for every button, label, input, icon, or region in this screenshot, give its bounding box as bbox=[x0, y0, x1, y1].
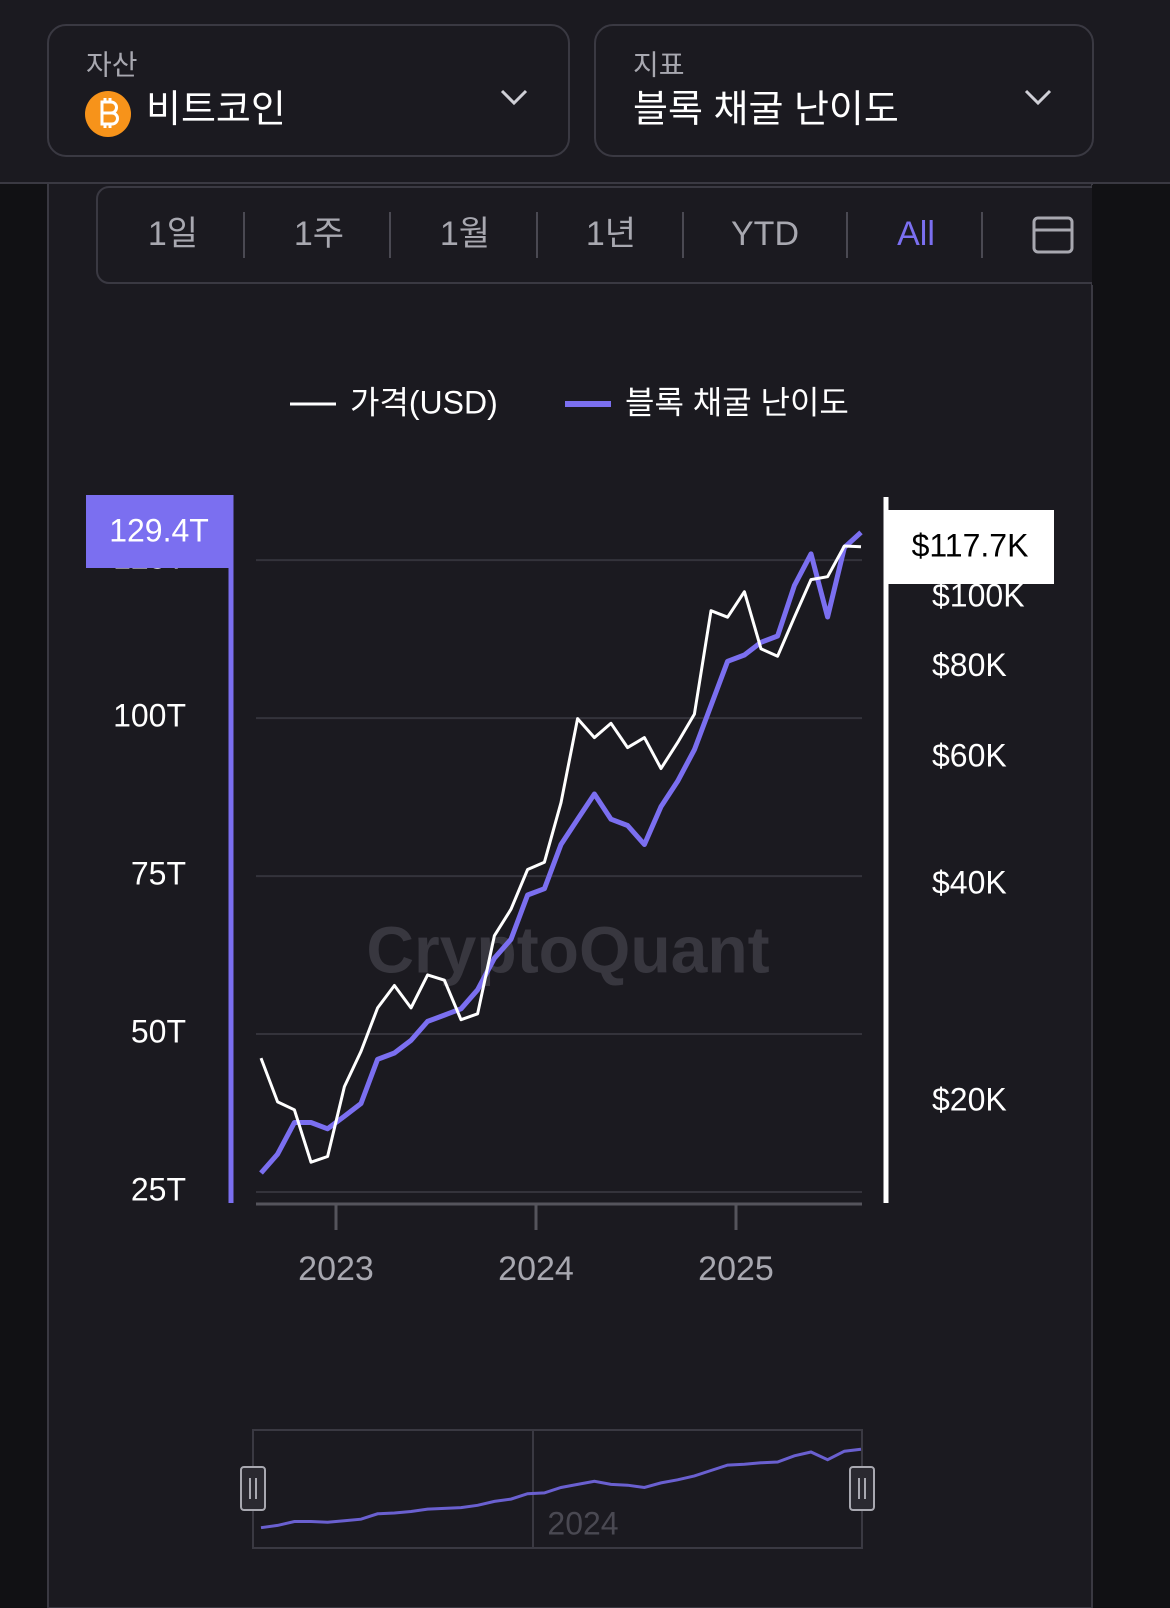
range-button[interactable]: 1주 bbox=[294, 215, 344, 253]
navigator-label: 2024 bbox=[547, 1505, 618, 1541]
series-line bbox=[259, 530, 863, 1175]
range-button[interactable]: 1일 bbox=[148, 215, 198, 253]
selector-label: 지표 bbox=[633, 49, 685, 80]
legend-label: 블록 채굴 난이도 bbox=[625, 384, 849, 420]
legend-label: 가격(USD) bbox=[350, 384, 498, 420]
selector[interactable] bbox=[594, 24, 1094, 157]
calendar-icon[interactable] bbox=[1032, 216, 1074, 254]
y2-tick-label: $20K bbox=[932, 1081, 1007, 1117]
range-button[interactable]: All bbox=[897, 215, 935, 253]
y-tick-label: 100T bbox=[113, 698, 186, 734]
selector[interactable] bbox=[47, 24, 570, 157]
current-difficulty-box bbox=[86, 495, 232, 568]
y2-tick-label: $80K bbox=[932, 647, 1007, 683]
range-button[interactable]: 1월 bbox=[440, 215, 490, 253]
current-price-box bbox=[886, 510, 1054, 584]
range-button[interactable]: 1년 bbox=[586, 215, 636, 253]
y2-tick-label: $40K bbox=[932, 864, 1007, 900]
current-price-label: $117.7K bbox=[912, 527, 1029, 563]
y-tick-label: 50T bbox=[131, 1013, 186, 1049]
chevron bbox=[1024, 89, 1052, 106]
y-tick-label: 75T bbox=[131, 856, 186, 892]
navigator-line bbox=[260, 1447, 862, 1530]
selector-value: 비트코인 bbox=[146, 89, 286, 131]
current-difficulty-label: 129.4T bbox=[109, 512, 209, 548]
x-tick-label: 2024 bbox=[498, 1250, 574, 1288]
x-tick-label: 2023 bbox=[298, 1250, 374, 1288]
panel-edge bbox=[1092, 185, 1170, 285]
navigator-handle[interactable] bbox=[240, 1466, 266, 1511]
watermark: CryptoQuant bbox=[366, 912, 769, 986]
bitcoin-glyph bbox=[100, 98, 119, 128]
x-tick-label: 2025 bbox=[698, 1250, 774, 1288]
range-button[interactable]: YTD bbox=[731, 215, 799, 253]
y-tick-label: 25T bbox=[131, 1171, 186, 1207]
chevron bbox=[500, 89, 528, 106]
selector-label: 자산 bbox=[86, 49, 138, 80]
y2-tick-label: $60K bbox=[932, 737, 1007, 773]
series-line bbox=[259, 544, 862, 1164]
selector-value: 블록 채굴 난이도 bbox=[633, 89, 899, 131]
panel bbox=[47, 182, 1093, 1608]
navigator-handle[interactable] bbox=[849, 1466, 875, 1511]
